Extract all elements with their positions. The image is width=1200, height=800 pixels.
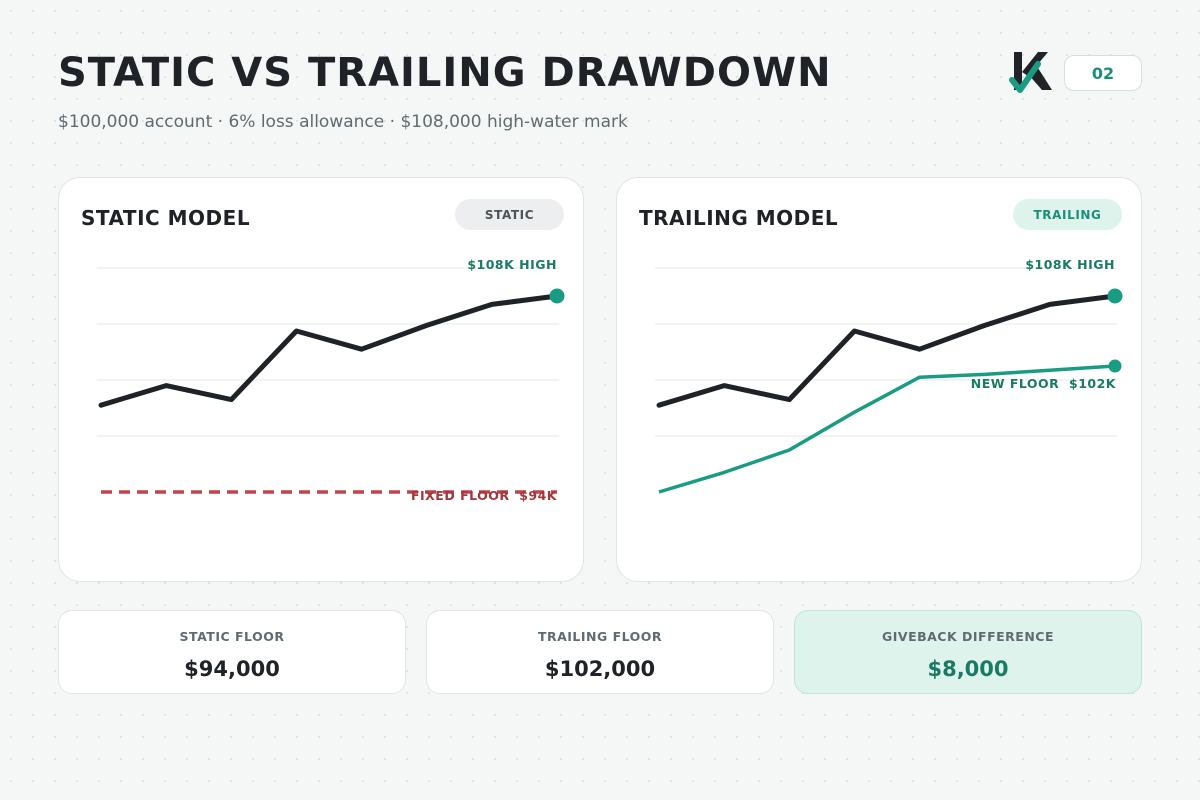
- new-floor-label: NEW FLOOR $102K: [971, 376, 1117, 391]
- high-water-point: [549, 288, 565, 304]
- static-floor-value: $94,000: [184, 657, 280, 681]
- static-model-card: STATIC MODEL STATIC $108K HIGH FIXED FLOO…: [58, 177, 584, 582]
- trailing-floor-stat: TRAILING FLOOR $102,000: [426, 610, 774, 694]
- high-water-point: [1107, 288, 1123, 304]
- trailing-floor-value: $102,000: [544, 657, 656, 681]
- trailing-floor-line: [658, 364, 1116, 494]
- trailing-floor-label: TRAILING FLOOR: [537, 629, 663, 644]
- static-model-title: STATIC MODEL: [81, 206, 251, 230]
- static-floor-label: STATIC FLOOR: [179, 629, 285, 644]
- page-number-badge: 02: [1064, 55, 1142, 91]
- high-water-label: $108K HIGH: [1025, 257, 1115, 272]
- high-water-label: $108K HIGH: [467, 257, 557, 272]
- fixed-floor-label: FIXED FLOOR $94K: [411, 488, 558, 503]
- page-subtitle: $100,000 account · 6% loss allowance · $…: [58, 112, 628, 132]
- equity-line: [98, 293, 560, 408]
- static-badge: STATIC: [455, 199, 564, 230]
- trailing-model-card: TRAILING MODEL TRAILING $108K HIGH NEW FL…: [616, 177, 1142, 582]
- static-floor-stat: STATIC FLOOR $94,000: [58, 610, 406, 694]
- page-title: STATIC VS TRAILING DRAWDOWN: [58, 50, 832, 96]
- trailing-model-chart: $108K HIGH NEW FLOOR $102K: [655, 257, 1123, 494]
- static-model-chart: $108K HIGH FIXED FLOOR $94K: [97, 257, 565, 503]
- trailing-model-title: TRAILING MODEL: [639, 206, 839, 230]
- k-checkmark-logo-icon: [1009, 52, 1052, 93]
- giveback-difference-stat: GIVEBACK DIFFERENCE $8,000: [794, 610, 1142, 694]
- trailing-badge: TRAILING: [1013, 199, 1122, 230]
- equity-line: [656, 293, 1118, 408]
- giveback-difference-label: GIVEBACK DIFFERENCE: [881, 629, 1055, 644]
- new-floor-point: [1108, 359, 1122, 373]
- giveback-difference-value: $8,000: [927, 657, 1009, 681]
